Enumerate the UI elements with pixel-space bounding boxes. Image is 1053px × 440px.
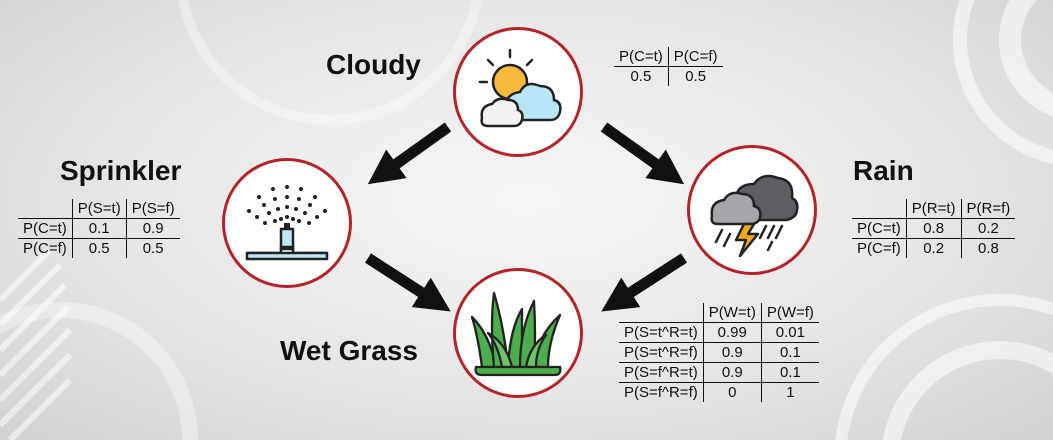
cpt-wet-grass-header: P(W=t) xyxy=(702,303,762,323)
arrow-rain-to-wetgrass xyxy=(601,253,687,312)
cpt-rain-cell: 0.8 xyxy=(923,220,945,237)
storm-cloud-icon xyxy=(710,174,799,258)
cloudy-label: Cloudy xyxy=(326,49,421,80)
node-sprinkler xyxy=(222,158,352,288)
cpt-wet-grass-cell: 0.99 xyxy=(717,324,747,341)
cpt-cloudy-cell: 0.5 xyxy=(667,66,723,86)
cpt-rain-row-label: P(C=t) xyxy=(852,218,907,239)
cpt-rain-header: P(R=f) xyxy=(960,199,1016,219)
cpt-wet-grass-row-label: P(S=f^R=t) xyxy=(619,362,704,383)
cpt-sprinkler-row-label: P(C=t) xyxy=(18,218,73,239)
sprinkler-icon xyxy=(245,185,329,261)
cpt-wet-grass-cell: 0.9 xyxy=(703,362,762,383)
node-wet-grass xyxy=(453,268,583,398)
cpt-rain-cell: 0.8 xyxy=(960,238,1016,258)
cpt-rain-cell: 0.2 xyxy=(960,218,1016,239)
cpt-sprinkler-row-label: P(C=f) xyxy=(18,238,73,258)
cpt-sprinkler-cell: 0.5 xyxy=(125,238,180,258)
cpt-sprinkler-cell: 0.5 xyxy=(72,238,127,258)
arrow-sprinkler-to-wetgrass xyxy=(365,253,451,312)
cpt-rain: P(R=t) P(R=f) P(C=t) 0.8 0.2 P(C=f) 0.2 … xyxy=(852,199,1016,258)
rain-label: Rain xyxy=(853,155,914,186)
cpt-cloudy-header: P(C=f) xyxy=(667,47,723,67)
arrow-cloudy-to-rain xyxy=(600,122,685,185)
cpt-sprinkler: P(S=t) P(S=f) P(C=t) 0.1 0.9 P(C=f) 0.5 … xyxy=(18,199,180,258)
cpt-wet-grass-header: P(W=f) xyxy=(760,303,819,323)
cpt-wet-grass: P(W=t) P(W=f) P(S=t^R=t) 0.99 0.01 P(S=t… xyxy=(619,303,819,402)
wet-grass-label: Wet Grass xyxy=(280,335,418,366)
grass-icon xyxy=(470,291,562,377)
cpt-wet-grass-cell: 1 xyxy=(760,382,819,402)
cpt-sprinkler-cell: 0.1 xyxy=(88,220,110,237)
cpt-wet-grass-cell: 0.01 xyxy=(760,322,819,343)
cpt-wet-grass-row-label: P(S=t^R=f) xyxy=(619,342,704,363)
cpt-cloudy: P(C=t) P(C=f) 0.5 0.5 xyxy=(614,47,723,86)
sun-cloud-icon xyxy=(478,48,562,128)
sprinkler-label: Sprinkler xyxy=(60,155,182,186)
cpt-sprinkler-header: P(S=t) xyxy=(71,199,127,219)
cpt-wet-grass-row-label: P(S=t^R=t) xyxy=(619,322,704,343)
cpt-sprinkler-header: P(S=f) xyxy=(125,199,180,219)
arrow-cloudy-to-sprinkler xyxy=(367,122,452,185)
cpt-cloudy-header: P(C=t) xyxy=(614,47,669,67)
node-cloudy xyxy=(453,27,583,157)
cpt-sprinkler-cell: 0.9 xyxy=(125,218,180,239)
cpt-rain-row-label: P(C=f) xyxy=(852,238,907,258)
cpt-wet-grass-cell: 0.1 xyxy=(760,362,819,383)
cpt-wet-grass-cell: 0.9 xyxy=(703,342,762,363)
cpt-wet-grass-row-label: P(S=f^R=f) xyxy=(619,382,704,402)
cpt-rain-corner xyxy=(852,199,907,219)
cpt-sprinkler-corner xyxy=(18,199,73,219)
cpt-wet-grass-cell: 0.1 xyxy=(760,342,819,363)
cpt-rain-cell: 0.2 xyxy=(906,238,962,258)
cpt-wet-grass-cell: 0 xyxy=(703,382,762,402)
node-rain xyxy=(687,145,817,275)
cpt-cloudy-cell: 0.5 xyxy=(630,68,652,85)
cpt-wet-grass-corner xyxy=(619,303,704,323)
cpt-rain-header: P(R=t) xyxy=(905,199,962,219)
